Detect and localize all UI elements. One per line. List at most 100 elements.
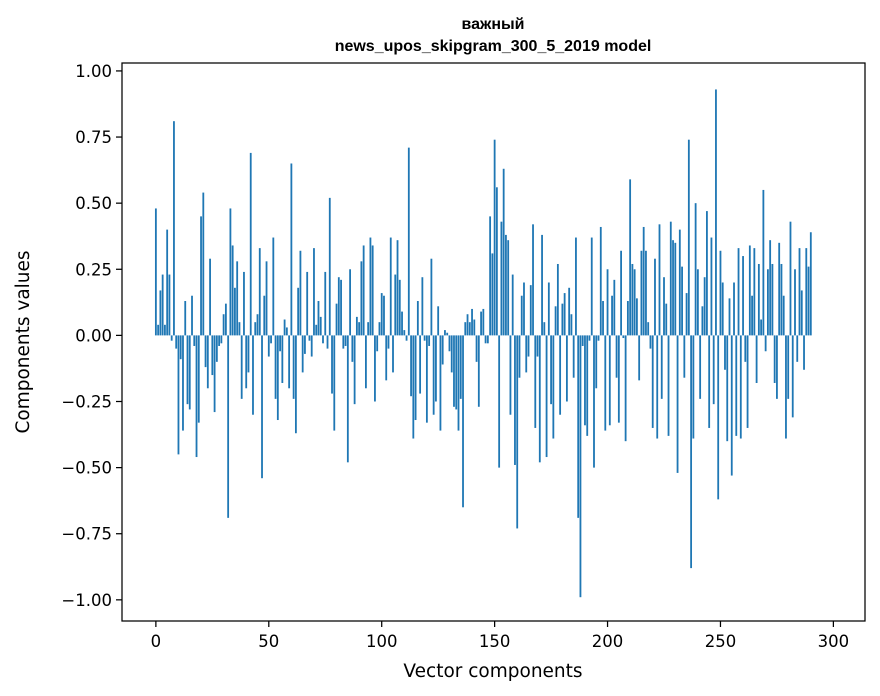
bar-component-92 xyxy=(362,245,365,336)
bar-component-153 xyxy=(500,221,503,336)
bar-component-89 xyxy=(355,316,358,336)
bar-component-262 xyxy=(746,335,749,428)
bar-component-170 xyxy=(538,335,541,463)
bar-component-137 xyxy=(464,322,467,336)
bar-component-198 xyxy=(602,301,604,336)
bar-component-244 xyxy=(706,211,708,336)
bar-component-42 xyxy=(249,152,252,336)
bar-component-288 xyxy=(805,248,808,336)
bar-component-239 xyxy=(694,203,697,336)
bar-component-71 xyxy=(315,324,318,336)
bar-component-193 xyxy=(590,237,593,336)
bar-component-41 xyxy=(247,335,250,373)
bar-component-238 xyxy=(692,335,695,439)
bar-component-122 xyxy=(430,258,433,336)
bar-component-160 xyxy=(516,335,519,529)
bar-component-11 xyxy=(179,335,182,360)
bar-component-83 xyxy=(342,335,345,349)
bar-component-5 xyxy=(166,229,169,336)
bar-component-195 xyxy=(595,335,598,389)
bar-component-34 xyxy=(231,245,234,336)
bar-component-276 xyxy=(778,242,781,336)
bar-component-241 xyxy=(699,335,702,399)
bar-component-105 xyxy=(392,335,394,373)
bar-component-211 xyxy=(631,263,634,336)
y-tick-label: −0.50 xyxy=(61,459,112,478)
bar-component-54 xyxy=(276,335,279,421)
bar-component-289 xyxy=(807,266,810,336)
x-tick-label: 100 xyxy=(366,632,398,651)
x-axis-ticks: 0 50 100 150 200 250 300 xyxy=(151,621,849,651)
bar-component-52 xyxy=(272,237,275,336)
bar-component-102 xyxy=(385,335,388,381)
bar-component-33 xyxy=(229,208,232,336)
bar-component-162 xyxy=(520,295,523,336)
bar-component-27 xyxy=(215,335,218,362)
bar-component-14 xyxy=(186,335,189,405)
bar-component-8 xyxy=(173,121,175,336)
bar-component-210 xyxy=(629,179,632,336)
bar-component-161 xyxy=(518,335,521,378)
bar-component-48 xyxy=(263,295,266,336)
bar-component-272 xyxy=(769,240,772,336)
bar-component-4 xyxy=(164,324,166,336)
bar-component-267 xyxy=(757,263,760,336)
bar-component-246 xyxy=(710,237,713,336)
bar-component-17 xyxy=(193,335,196,346)
bar-component-66 xyxy=(304,335,306,354)
bar-component-80 xyxy=(335,303,338,336)
bar-component-146 xyxy=(484,335,487,344)
bar-component-260 xyxy=(742,256,744,336)
bar-component-59 xyxy=(288,335,291,389)
y-tick-label: 1.00 xyxy=(75,62,112,81)
bar-component-152 xyxy=(498,335,501,468)
bar-component-132 xyxy=(453,335,455,407)
bar-component-35 xyxy=(234,287,236,336)
bar-component-181 xyxy=(563,293,566,336)
bar-component-136 xyxy=(462,335,464,508)
bar-component-242 xyxy=(701,306,704,336)
bar-component-1 xyxy=(157,324,160,336)
bar-component-104 xyxy=(389,237,392,336)
bar-component-150 xyxy=(493,139,496,336)
bar-component-120 xyxy=(425,335,428,423)
bar-component-175 xyxy=(550,335,552,405)
bar-component-12 xyxy=(182,335,184,431)
bar-component-157 xyxy=(509,335,512,415)
bar-component-6 xyxy=(168,274,171,336)
bar-component-183 xyxy=(568,287,571,336)
x-tick-label: 0 xyxy=(151,632,162,651)
bar-component-240 xyxy=(696,269,699,336)
bar-component-250 xyxy=(719,250,722,336)
bar-component-165 xyxy=(527,335,530,357)
bar-component-107 xyxy=(396,240,399,336)
bar-component-65 xyxy=(301,335,304,373)
bar-component-221 xyxy=(654,258,656,336)
bar-component-192 xyxy=(588,335,591,341)
bar-component-36 xyxy=(236,261,239,336)
bar-component-121 xyxy=(428,335,431,346)
bar-component-87 xyxy=(351,335,354,362)
bar-component-201 xyxy=(608,335,611,426)
bar-component-2 xyxy=(159,290,162,336)
bar-component-173 xyxy=(545,335,548,458)
bar-component-259 xyxy=(739,335,742,439)
bar-component-10 xyxy=(177,335,180,455)
bar-component-261 xyxy=(744,335,747,362)
bar-component-279 xyxy=(785,335,787,439)
bar-component-24 xyxy=(209,258,211,336)
bar-component-43 xyxy=(252,335,254,415)
bar-component-220 xyxy=(651,335,654,428)
bar-component-110 xyxy=(403,330,406,336)
bar-component-235 xyxy=(685,293,688,336)
bar-component-55 xyxy=(279,335,281,352)
bar-component-56 xyxy=(281,335,284,383)
bar-component-76 xyxy=(326,335,329,349)
bar-component-73 xyxy=(319,316,322,336)
bar-component-81 xyxy=(337,277,340,336)
bar-component-93 xyxy=(365,335,367,389)
bar-component-61 xyxy=(292,335,295,399)
bar-component-22 xyxy=(204,335,207,368)
bar-component-94 xyxy=(367,322,370,336)
bar-component-269 xyxy=(762,189,765,336)
